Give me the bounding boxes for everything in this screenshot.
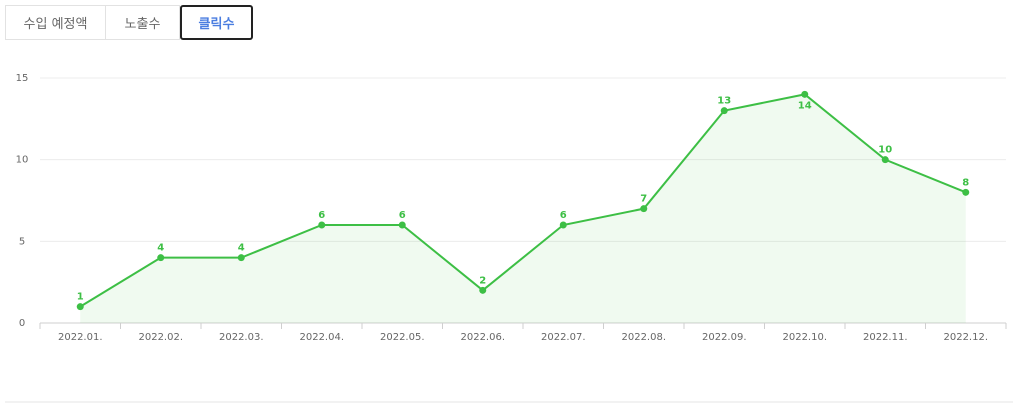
point: [559, 221, 567, 229]
x-tick-label: 2022.12.: [943, 332, 988, 343]
data-label: 13: [717, 96, 731, 107]
x-tick-label: 2022.04.: [299, 332, 344, 343]
area: [80, 94, 966, 323]
data-label: 8: [962, 177, 969, 188]
tab-active[interactable]: 클릭수: [180, 5, 253, 40]
point: [398, 221, 406, 229]
tab[interactable]: 노출수: [106, 5, 180, 40]
x-tick-label: 2022.05.: [380, 332, 425, 343]
point: [640, 205, 648, 213]
line: [79, 93, 967, 308]
data-label: 6: [318, 210, 325, 221]
tab[interactable]: 수입 예정액: [5, 5, 106, 40]
x-tick-label: 2022.01.: [58, 332, 103, 343]
y-tick-label: 15: [16, 73, 29, 84]
x-tick-label: 2022.03.: [219, 332, 264, 343]
data-label: 4: [157, 243, 164, 254]
data-label: 7: [640, 194, 647, 205]
x-tick-label: 2022.09.: [702, 332, 747, 343]
point: [479, 286, 487, 294]
point: [962, 188, 970, 196]
x-tick-label: 2022.02.: [138, 332, 183, 343]
data-label: 10: [878, 145, 892, 156]
point: [237, 254, 245, 262]
data-label: 14: [798, 100, 812, 111]
y-tick-label: 5: [19, 236, 25, 247]
x-tick-label: 2022.06.: [460, 332, 505, 343]
data-label: 2: [479, 275, 486, 286]
x-tick-label: 2022.10.: [782, 332, 827, 343]
data-label: 6: [560, 210, 567, 221]
data-label: 1: [77, 292, 84, 303]
y-tick-label: 0: [19, 318, 25, 329]
x-tick-label: 2022.08.: [621, 332, 666, 343]
point: [720, 107, 728, 115]
point: [157, 254, 165, 262]
y-tick-label: 10: [16, 155, 29, 166]
point: [318, 221, 326, 229]
point: [801, 90, 809, 98]
point: [881, 156, 889, 164]
data-label: 6: [399, 210, 406, 221]
tab-bar: 수입 예정액 노출수 클릭수: [5, 5, 253, 40]
point: [76, 303, 84, 311]
x-tick-label: 2022.11.: [863, 332, 908, 343]
data-label: 4: [238, 243, 245, 254]
x-tick-label: 2022.07.: [541, 332, 586, 343]
